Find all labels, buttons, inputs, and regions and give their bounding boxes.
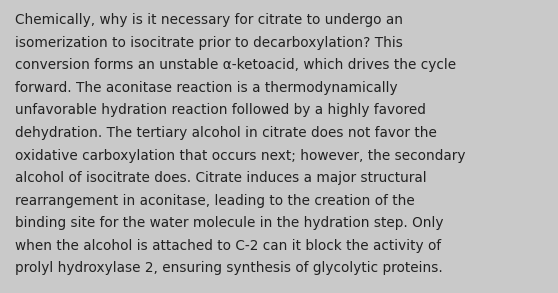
Text: unfavorable hydration reaction followed by a highly favored: unfavorable hydration reaction followed …: [15, 103, 426, 117]
Text: alcohol of isocitrate does. Citrate induces a major structural: alcohol of isocitrate does. Citrate indu…: [15, 171, 427, 185]
Text: forward. The aconitase reaction is a thermodynamically: forward. The aconitase reaction is a the…: [15, 81, 398, 95]
Text: when the alcohol is attached to C-2 can it block the activity of: when the alcohol is attached to C-2 can …: [15, 239, 441, 253]
Text: conversion forms an unstable α-ketoacid, which drives the cycle: conversion forms an unstable α-ketoacid,…: [15, 58, 456, 72]
Text: prolyl hydroxylase 2, ensuring synthesis of glycolytic proteins.: prolyl hydroxylase 2, ensuring synthesis…: [15, 261, 443, 275]
Text: oxidative carboxylation that occurs next; however, the secondary: oxidative carboxylation that occurs next…: [15, 149, 465, 163]
Text: isomerization to isocitrate prior to decarboxylation? This: isomerization to isocitrate prior to dec…: [15, 36, 403, 50]
Text: Chemically, why is it necessary for citrate to undergo an: Chemically, why is it necessary for citr…: [15, 13, 403, 27]
Text: dehydration. The tertiary alcohol in citrate does not favor the: dehydration. The tertiary alcohol in cit…: [15, 126, 437, 140]
Text: binding site for the water molecule in the hydration step. Only: binding site for the water molecule in t…: [15, 216, 444, 230]
Text: rearrangement in aconitase, leading to the creation of the: rearrangement in aconitase, leading to t…: [15, 194, 415, 208]
